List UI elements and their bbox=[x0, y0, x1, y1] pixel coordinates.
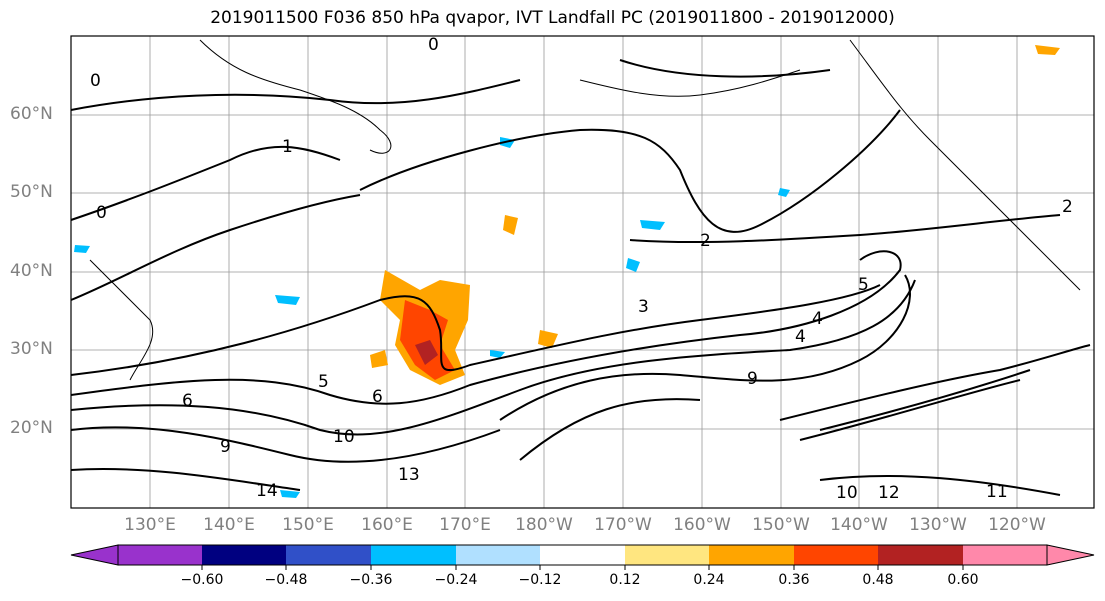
colorbar-bin bbox=[118, 545, 202, 565]
ivt-contours bbox=[70, 59, 1091, 496]
colorbar-bin bbox=[540, 545, 625, 565]
contour-label: 4 bbox=[795, 327, 806, 347]
colorbar-tick-label: −0.60 bbox=[180, 572, 224, 588]
contour-label: 13 bbox=[398, 465, 420, 485]
graticule bbox=[71, 36, 1094, 508]
lon-label: 160°E bbox=[361, 515, 413, 535]
lon-label: 160°W bbox=[673, 515, 731, 535]
contour-label: 5 bbox=[318, 372, 329, 392]
lat-label: 20°N bbox=[10, 418, 53, 438]
colorbar-bin bbox=[202, 545, 286, 565]
contour-label: 4 bbox=[812, 309, 823, 329]
contour-label: 6 bbox=[372, 387, 383, 407]
colorbar-bin bbox=[963, 545, 1047, 565]
colorbar-tick-label: −0.12 bbox=[518, 572, 562, 588]
colorbar-bin bbox=[456, 545, 540, 565]
lon-label: 140°W bbox=[830, 515, 888, 535]
contour-label: 2 bbox=[700, 231, 711, 251]
colorbar-bin bbox=[371, 545, 456, 565]
colorbar-bin bbox=[286, 545, 371, 565]
coastlines bbox=[89, 39, 1081, 381]
contour-label: 11 bbox=[986, 482, 1008, 502]
lon-label: 150°W bbox=[752, 515, 810, 535]
map-border bbox=[70, 35, 1095, 509]
contour-label: 3 bbox=[638, 297, 649, 317]
colorbar-bin bbox=[794, 545, 878, 565]
colorbar bbox=[70, 544, 1095, 570]
colorbar-tick-label: −0.24 bbox=[434, 572, 478, 588]
contour-label: 0 bbox=[90, 71, 101, 91]
colorbar-tick-label: 0.60 bbox=[947, 572, 979, 588]
map-title: 2019011500 F036 850 hPa qvapor, IVT Land… bbox=[210, 8, 895, 28]
lon-label: 180°W bbox=[515, 515, 573, 535]
contour-label: 9 bbox=[220, 437, 231, 457]
lat-label: 50°N bbox=[10, 182, 53, 202]
colorbar-bin bbox=[709, 545, 794, 565]
colorbar-high-extend bbox=[1046, 544, 1095, 566]
colorbar-outline bbox=[117, 544, 1048, 566]
lat-label: 60°N bbox=[10, 104, 53, 124]
contour-labels: 0 0 0 1 2 2 3 4 4 5 5 6 6 9 9 10 10 11 1… bbox=[90, 35, 1073, 503]
lon-label: 130°E bbox=[124, 515, 176, 535]
contour-label: 1 bbox=[282, 137, 293, 157]
colorbar-tick-label: 0.48 bbox=[862, 572, 894, 588]
contour-label: 10 bbox=[333, 427, 355, 447]
lon-label: 170°W bbox=[594, 515, 652, 535]
contour-label: 5 bbox=[858, 275, 869, 295]
lon-label: 140°E bbox=[203, 515, 255, 535]
contour-label: 0 bbox=[428, 35, 439, 55]
lon-label: 170°E bbox=[439, 515, 491, 535]
colorbar-bin bbox=[878, 545, 963, 565]
lat-label: 30°N bbox=[10, 339, 53, 359]
contour-label: 12 bbox=[878, 483, 900, 503]
colorbar-tick-label: 0.24 bbox=[693, 572, 725, 588]
contour-label: 0 bbox=[96, 203, 107, 223]
colorbar-bin bbox=[625, 545, 709, 565]
colorbar-tick-label: 0.12 bbox=[609, 572, 641, 588]
colorbar-tick-label: −0.48 bbox=[264, 572, 308, 588]
colorbar-tick-label: −0.36 bbox=[349, 572, 393, 588]
lon-label: 150°E bbox=[282, 515, 334, 535]
lon-label: 130°W bbox=[909, 515, 967, 535]
lon-label: 120°W bbox=[988, 515, 1046, 535]
contour-label: 2 bbox=[1062, 197, 1073, 217]
colorbar-tick-label: 0.36 bbox=[778, 572, 810, 588]
colorbar-low-extend bbox=[70, 544, 119, 566]
contour-label: 6 bbox=[182, 391, 193, 411]
lat-label: 40°N bbox=[10, 261, 53, 281]
contour-label: 14 bbox=[256, 481, 278, 501]
contour-label: 9 bbox=[747, 369, 758, 389]
contour-label: 10 bbox=[836, 483, 858, 503]
